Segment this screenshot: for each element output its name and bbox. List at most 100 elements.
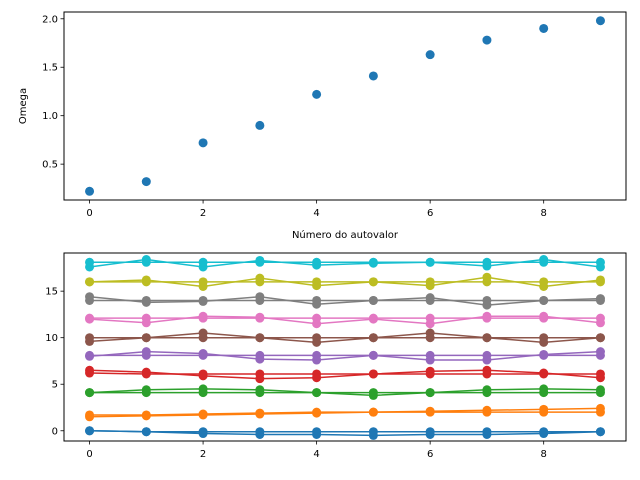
series-point bbox=[85, 410, 95, 420]
top-axes-frame bbox=[63, 11, 627, 201]
scatter-point bbox=[595, 16, 605, 26]
series-point bbox=[141, 369, 151, 379]
series-point bbox=[255, 388, 265, 398]
series-point bbox=[425, 277, 435, 287]
series-point bbox=[312, 295, 322, 305]
series-line bbox=[89, 372, 601, 375]
x-tick-label: 4 bbox=[313, 208, 319, 219]
series-point bbox=[141, 350, 151, 360]
series-point bbox=[482, 277, 492, 287]
x-tick-label: 0 bbox=[86, 449, 92, 460]
series-point bbox=[539, 313, 549, 323]
series-point bbox=[539, 295, 549, 305]
series-point bbox=[595, 295, 605, 305]
series-point bbox=[312, 257, 322, 267]
series-point bbox=[255, 333, 265, 343]
top-x-axis-label: Número do autovalor bbox=[292, 229, 399, 241]
scatter-point bbox=[312, 89, 322, 99]
series-line bbox=[89, 388, 601, 397]
x-tick-label: 2 bbox=[200, 449, 206, 460]
series-point bbox=[425, 295, 435, 305]
series-point bbox=[198, 388, 208, 398]
series-point bbox=[141, 295, 151, 305]
top-ticks: 0 2 4 6 8 0.5 1.0 1.5 2.0 bbox=[42, 14, 547, 219]
y-tick-label: 5 bbox=[52, 380, 58, 391]
y-tick-label: 2.0 bbox=[42, 14, 58, 25]
scatter-point bbox=[539, 23, 549, 33]
series-point bbox=[255, 427, 265, 437]
series-point bbox=[425, 257, 435, 267]
series-point bbox=[595, 350, 605, 360]
series-point bbox=[255, 277, 265, 287]
series-point bbox=[141, 427, 151, 437]
y-tick-label: 10 bbox=[45, 333, 58, 344]
series-point bbox=[198, 277, 208, 287]
series-point bbox=[198, 369, 208, 379]
series-point bbox=[312, 313, 322, 323]
series-line bbox=[89, 430, 601, 437]
scatter-point bbox=[368, 71, 378, 81]
series-point bbox=[255, 350, 265, 360]
series-point bbox=[368, 313, 378, 323]
series-point bbox=[482, 350, 492, 360]
series-point bbox=[425, 427, 435, 437]
series-point bbox=[482, 369, 492, 379]
series-point bbox=[198, 257, 208, 267]
series-point bbox=[482, 388, 492, 398]
series-point bbox=[368, 333, 378, 343]
series-point bbox=[595, 313, 605, 323]
bottom-ticks: 0 2 4 6 8 0 5 10 15 bbox=[45, 287, 547, 460]
x-tick-label: 4 bbox=[313, 449, 319, 460]
series-point bbox=[198, 333, 208, 343]
series-point bbox=[312, 427, 322, 437]
x-tick-label: 8 bbox=[540, 449, 546, 460]
series-point bbox=[368, 257, 378, 267]
series-point bbox=[368, 427, 378, 437]
bottom-axes-frame bbox=[63, 252, 627, 442]
series-point bbox=[595, 333, 605, 343]
series-point bbox=[595, 369, 605, 379]
series-point bbox=[85, 426, 95, 436]
series-line bbox=[89, 430, 601, 433]
series-point bbox=[368, 277, 378, 287]
series-point bbox=[368, 407, 378, 417]
series-line bbox=[89, 258, 601, 268]
series-point bbox=[312, 388, 322, 398]
series-point bbox=[482, 313, 492, 323]
series-point bbox=[312, 350, 322, 360]
series-point bbox=[482, 257, 492, 267]
series-point bbox=[595, 427, 605, 437]
series-point bbox=[255, 369, 265, 379]
series-point bbox=[368, 369, 378, 379]
series-point bbox=[85, 277, 95, 287]
series-point bbox=[595, 257, 605, 267]
series-point bbox=[85, 368, 95, 378]
series-line bbox=[89, 350, 601, 361]
scatter-point bbox=[255, 120, 265, 130]
y-tick-label: 15 bbox=[45, 287, 58, 298]
series-point bbox=[85, 333, 95, 343]
series-line bbox=[89, 315, 601, 325]
series-point bbox=[85, 257, 95, 267]
series-point bbox=[368, 388, 378, 398]
series-point bbox=[425, 407, 435, 417]
x-tick-label: 0 bbox=[86, 208, 92, 219]
scatter-point bbox=[85, 186, 95, 196]
series-point bbox=[368, 295, 378, 305]
series-point bbox=[141, 388, 151, 398]
series-point bbox=[312, 277, 322, 287]
series-point bbox=[141, 313, 151, 323]
y-tick-label: 1.0 bbox=[42, 111, 58, 122]
y-tick-label: 1.5 bbox=[42, 63, 58, 74]
series-point bbox=[312, 369, 322, 379]
series-point bbox=[85, 350, 95, 360]
series-point bbox=[85, 313, 95, 323]
series-line bbox=[89, 295, 601, 306]
series-point bbox=[141, 333, 151, 343]
series-point bbox=[198, 427, 208, 437]
series-point bbox=[482, 333, 492, 343]
series-point bbox=[255, 295, 265, 305]
series-point bbox=[539, 333, 549, 343]
x-tick-label: 2 bbox=[200, 208, 206, 219]
x-tick-label: 6 bbox=[427, 208, 433, 219]
